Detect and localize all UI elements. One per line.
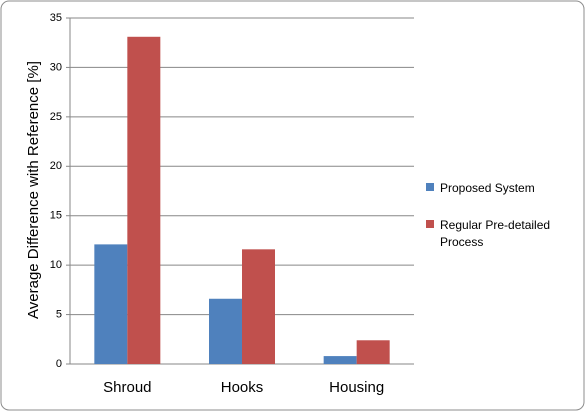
y-tick-label: 20: [50, 160, 62, 172]
legend-label: Regular Pre-detailed Process: [440, 218, 551, 249]
legend-entry: Proposed System: [426, 180, 576, 197]
y-tick-label: 0: [56, 358, 62, 370]
legend-swatch: [426, 183, 434, 191]
bar: [127, 36, 161, 364]
x-tick-label: Shroud: [103, 379, 151, 396]
bar: [242, 249, 275, 364]
y-tick-label: 30: [50, 61, 62, 73]
y-tick-label: 25: [50, 111, 62, 123]
bar: [356, 340, 390, 364]
legend-entry: Regular Pre-detailed Process: [426, 217, 576, 251]
bar: [323, 356, 357, 364]
x-tick-label: Housing: [329, 379, 384, 396]
y-axis-title: Average Difference with Reference [%]: [25, 61, 42, 319]
y-tick-label: 35: [50, 12, 62, 24]
y-tick-label: 10: [50, 259, 62, 271]
legend-label: Proposed System: [440, 181, 535, 195]
y-tick-label: 15: [50, 210, 62, 222]
bar: [209, 298, 242, 364]
legend-swatch: [426, 220, 434, 228]
y-tick-label: 5: [56, 308, 62, 320]
x-tick-label: Hooks: [221, 379, 264, 396]
bar: [94, 244, 128, 364]
legend: Proposed System Regular Pre-detailed Proc…: [426, 180, 576, 271]
